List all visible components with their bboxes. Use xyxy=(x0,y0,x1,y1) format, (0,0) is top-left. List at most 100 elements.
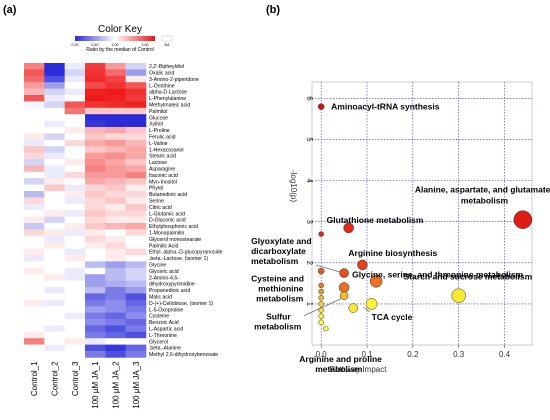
heatmap-cell xyxy=(84,267,106,275)
pathway-bubble-unlabeled xyxy=(317,267,325,275)
heatmap-cell xyxy=(125,82,147,89)
label-leader-line xyxy=(363,306,370,313)
heatmap-cell xyxy=(64,69,86,77)
heatmap-cell xyxy=(105,312,126,320)
heatmap-cell xyxy=(44,274,65,281)
heatmap-column-label: Control_3 xyxy=(71,361,80,396)
heatmap-cell xyxy=(44,63,65,70)
heatmap-row-label: L-Phenylalanine xyxy=(149,96,186,102)
heatmap-cell xyxy=(105,299,126,307)
heatmap-cell xyxy=(84,248,106,256)
heatmap-cell xyxy=(105,165,126,173)
heatmap-cell xyxy=(84,101,106,109)
heatmap-cell xyxy=(105,319,126,326)
heatmap-cell xyxy=(64,191,86,198)
heatmap-cell xyxy=(125,203,147,211)
heatmap-cell xyxy=(64,351,86,358)
heatmap-cell xyxy=(84,159,106,166)
heatmap-cell xyxy=(64,75,86,83)
heatmap-cell xyxy=(125,319,147,326)
heatmap-cell xyxy=(84,338,106,345)
x-axis-title: Pathway Impact xyxy=(330,365,388,374)
color-key-tick: 0.25 xyxy=(72,43,79,47)
heatmap-column-label: 100 μM JA_2 xyxy=(111,361,120,409)
heatmap-cell xyxy=(64,312,86,320)
heatmap-cell xyxy=(24,184,45,192)
heatmap-cell xyxy=(44,306,65,313)
heatmap-cell xyxy=(105,82,126,89)
heatmap-cell xyxy=(84,261,106,269)
x-tick-label: 0.0 xyxy=(316,350,328,359)
pathway-label: Arginine and proline metabolism xyxy=(299,354,382,374)
pathway-label: Starch and sucrose metabolism xyxy=(404,272,533,282)
heatmap-row-label: L-Aspartic acid xyxy=(149,327,183,333)
heatmap-cell xyxy=(84,63,106,70)
panel-b-label: (b) xyxy=(266,4,280,16)
heatmap-cell xyxy=(44,229,65,237)
heatmap-cell xyxy=(44,171,65,179)
heatmap-cell xyxy=(24,127,45,134)
heatmap-cell xyxy=(105,139,126,147)
heatmap-cell xyxy=(125,146,147,153)
heatmap-cell xyxy=(125,293,147,301)
pathway-label: Glyoxylate and dicarboxylate metabolism xyxy=(251,236,311,266)
heatmap-row-label: Phytol xyxy=(149,186,163,192)
heatmap-row-label: Stearic acid xyxy=(149,154,176,160)
heatmap-row-label: .beta.-Lactose, (isomer 1) xyxy=(149,256,208,262)
heatmap-cell xyxy=(24,139,45,147)
heatmap-cell xyxy=(24,114,45,121)
heatmap-cell xyxy=(64,293,86,301)
heatmap-row-label: D-(+)-Cellobiose, (isomer 1) xyxy=(149,301,213,307)
heatmap-cell xyxy=(44,88,65,96)
heatmap-cell xyxy=(44,331,65,339)
heatmap-cell xyxy=(84,344,106,352)
heatmap-cell xyxy=(105,120,126,128)
heatmap-row-label: Glyceric acid xyxy=(149,269,179,275)
heatmap-cell xyxy=(84,82,106,89)
heatmap-cell xyxy=(105,293,126,301)
heatmap-cell xyxy=(24,146,45,153)
heatmap-row-label: Lactose xyxy=(149,160,167,166)
heatmap-cell xyxy=(44,261,65,269)
heatmap-cell xyxy=(24,95,45,102)
heatmap-cell xyxy=(125,127,147,134)
heatmap-cell xyxy=(125,75,147,83)
heatmap-cell xyxy=(125,267,147,275)
heatmap-cell xyxy=(64,114,86,121)
heatmap-cell xyxy=(44,159,65,166)
heatmap-row-label: Palmitic Acid xyxy=(149,243,179,249)
pathway-bubble xyxy=(365,298,378,310)
heatmap-row-label: dihydroxypyrimidine xyxy=(149,282,195,288)
heatmap-row-label: Itaconic acid xyxy=(149,173,178,179)
heatmap-row-label: Benzoic Acid xyxy=(149,320,179,326)
heatmap-cell xyxy=(64,280,86,288)
heatmap-cell xyxy=(24,88,45,96)
heatmap-cell xyxy=(44,152,65,160)
heatmap-cell xyxy=(64,325,86,333)
heatmap-cell xyxy=(84,184,106,192)
heatmap-cell xyxy=(105,216,126,224)
heatmap-cell xyxy=(105,229,126,237)
heatmap-cell xyxy=(125,63,147,70)
heatmap-cell xyxy=(105,210,126,217)
heatmap-cell xyxy=(44,299,65,307)
heatmap-row-label: Methyl 2,6-dihydroxybenzoate xyxy=(149,352,218,358)
pathway-bubble xyxy=(357,259,368,271)
heatmap-cell xyxy=(24,210,45,217)
heatmap-cell xyxy=(125,325,147,333)
heatmap-row-label: Butanedioic acid xyxy=(149,192,187,198)
heatmap-cell xyxy=(64,171,86,179)
heatmap-cell xyxy=(44,120,65,128)
heatmap-cell xyxy=(24,152,45,160)
heatmap-row-label: Ethylphosphonic acid xyxy=(149,224,198,230)
heatmap-cell xyxy=(105,152,126,160)
pathway-bubble xyxy=(338,282,350,293)
heatmap-cell xyxy=(105,287,126,294)
heatmap-cell xyxy=(24,75,45,83)
heatmap-cell xyxy=(24,351,45,358)
x-tick-label: 0.3 xyxy=(453,350,465,359)
heatmap-cell xyxy=(44,351,65,358)
heatmap-cell xyxy=(105,133,126,141)
heatmap-cell xyxy=(84,210,106,217)
heatmap-cell xyxy=(84,127,106,134)
